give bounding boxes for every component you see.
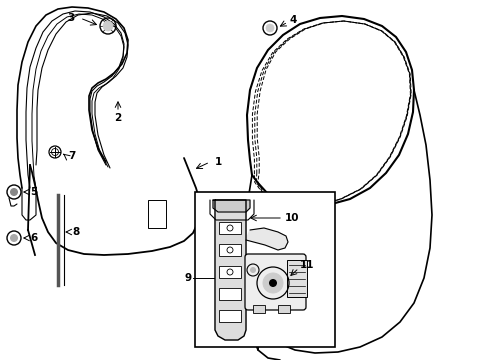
- Circle shape: [265, 24, 273, 32]
- Bar: [252, 305, 264, 313]
- Circle shape: [263, 273, 283, 293]
- Text: 7: 7: [68, 151, 75, 161]
- Bar: [195, 192, 334, 347]
- Polygon shape: [213, 200, 249, 212]
- Text: 10: 10: [285, 213, 299, 223]
- Bar: [219, 222, 241, 234]
- Bar: [219, 310, 241, 322]
- Text: 4: 4: [289, 15, 297, 25]
- Bar: [219, 244, 241, 256]
- Bar: [219, 266, 241, 278]
- Text: 3: 3: [68, 13, 75, 23]
- Text: 5: 5: [30, 187, 37, 197]
- Text: 8: 8: [72, 227, 79, 237]
- FancyBboxPatch shape: [244, 254, 305, 310]
- Bar: [278, 305, 289, 313]
- Circle shape: [103, 21, 113, 31]
- Polygon shape: [245, 228, 287, 250]
- Circle shape: [10, 188, 18, 196]
- Text: 2: 2: [114, 113, 122, 123]
- Text: 11: 11: [299, 260, 314, 270]
- Circle shape: [268, 279, 276, 287]
- Circle shape: [249, 267, 256, 273]
- Circle shape: [10, 234, 18, 242]
- Bar: [148, 200, 165, 228]
- Text: 1: 1: [215, 157, 222, 167]
- Text: 9: 9: [184, 273, 192, 283]
- Bar: [219, 288, 241, 300]
- Polygon shape: [215, 200, 245, 340]
- Text: 6: 6: [30, 233, 37, 243]
- FancyBboxPatch shape: [286, 260, 306, 297]
